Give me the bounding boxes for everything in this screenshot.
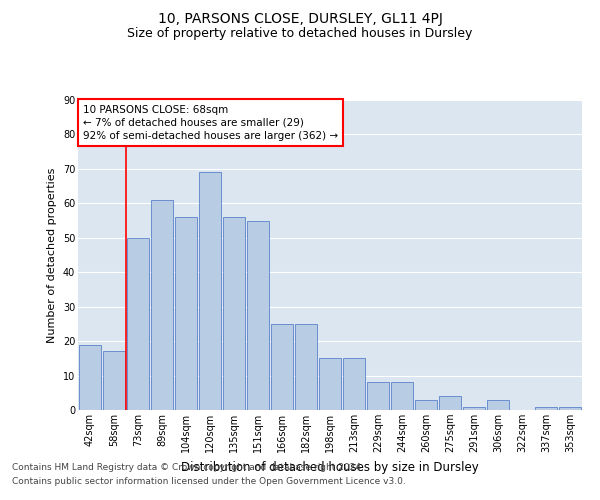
Bar	[343, 358, 365, 410]
Text: 10, PARSONS CLOSE, DURSLEY, GL11 4PJ: 10, PARSONS CLOSE, DURSLEY, GL11 4PJ	[158, 12, 442, 26]
Bar	[535, 406, 557, 410]
Bar	[487, 400, 509, 410]
Bar	[463, 406, 485, 410]
Bar	[559, 406, 581, 410]
Text: Contains HM Land Registry data © Crown copyright and database right 2024.: Contains HM Land Registry data © Crown c…	[12, 464, 364, 472]
Bar	[391, 382, 413, 410]
Text: 10 PARSONS CLOSE: 68sqm
← 7% of detached houses are smaller (29)
92% of semi-det: 10 PARSONS CLOSE: 68sqm ← 7% of detached…	[83, 104, 338, 141]
Bar	[223, 217, 245, 410]
Bar	[295, 324, 317, 410]
Text: Contains public sector information licensed under the Open Government Licence v3: Contains public sector information licen…	[12, 477, 406, 486]
Y-axis label: Number of detached properties: Number of detached properties	[47, 168, 57, 342]
X-axis label: Distribution of detached houses by size in Dursley: Distribution of detached houses by size …	[181, 460, 479, 473]
Bar	[79, 344, 101, 410]
Bar	[103, 352, 125, 410]
Bar	[175, 217, 197, 410]
Bar	[199, 172, 221, 410]
Bar	[415, 400, 437, 410]
Bar	[247, 220, 269, 410]
Bar	[127, 238, 149, 410]
Bar	[151, 200, 173, 410]
Bar	[319, 358, 341, 410]
Bar	[367, 382, 389, 410]
Text: Size of property relative to detached houses in Dursley: Size of property relative to detached ho…	[127, 28, 473, 40]
Bar	[439, 396, 461, 410]
Bar	[271, 324, 293, 410]
